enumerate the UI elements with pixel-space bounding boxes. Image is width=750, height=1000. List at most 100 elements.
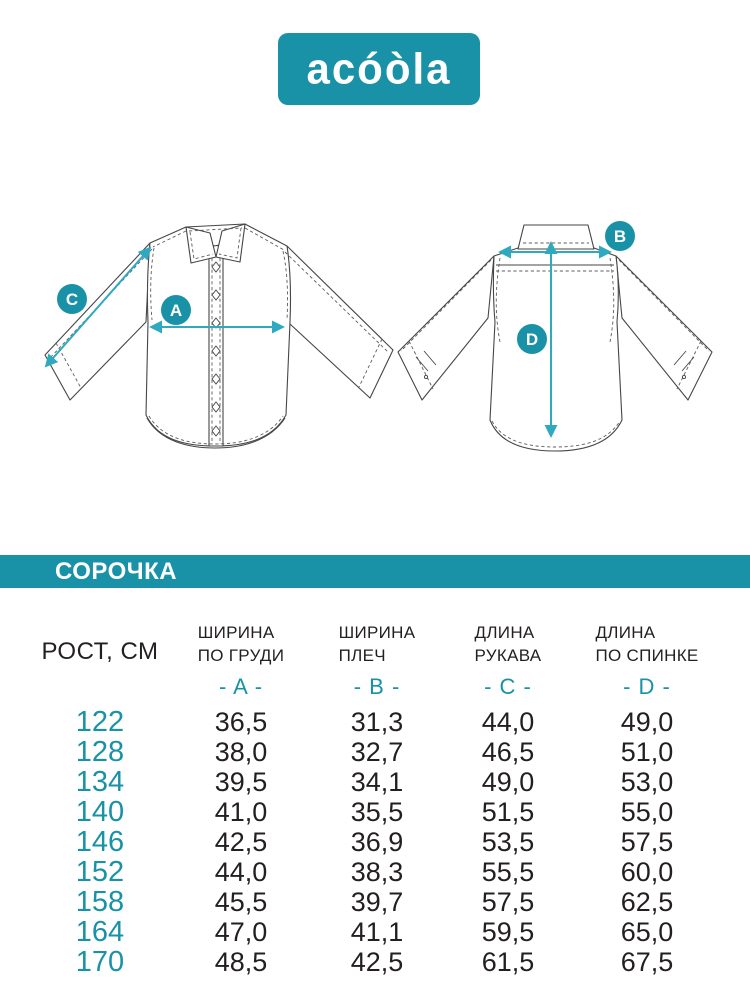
value-cell: 44,0 xyxy=(481,707,535,737)
stitch-line xyxy=(152,230,187,248)
letter-cell-d: - D - xyxy=(623,674,671,699)
value-cell: 32,7 xyxy=(350,737,404,767)
col-header-line2: ПО СПИНКЕ xyxy=(595,646,699,665)
cuff-button xyxy=(423,374,429,380)
cuff-pleat-mark xyxy=(423,350,437,366)
cuff-pleat-mark xyxy=(673,350,687,366)
height-cell: 140 xyxy=(75,796,125,828)
value-cell: 49,0 xyxy=(620,707,674,737)
measure-c-badge xyxy=(57,284,87,314)
letter-cell-c: - C - xyxy=(484,674,532,699)
col-header-chest-width: ШИРИНА ПО ГРУДИ xyxy=(170,621,312,667)
height-cell: 122 xyxy=(75,706,125,738)
value-cell: 61,5 xyxy=(481,947,535,977)
front-hem-line xyxy=(146,417,286,449)
value-cell: 57,5 xyxy=(481,887,535,917)
table-row: 152 44,0 38,3 55,5 60,0 xyxy=(30,857,720,887)
height-cell: 164 xyxy=(75,916,125,948)
measure-a-badge xyxy=(161,295,191,325)
value-cell: 65,0 xyxy=(620,917,674,947)
table-row: 170 48,5 42,5 61,5 67,5 xyxy=(30,947,720,977)
front-view-drawing xyxy=(44,223,394,449)
stitch-line xyxy=(676,340,702,390)
button xyxy=(211,425,221,437)
value-cell: 35,5 xyxy=(350,797,404,827)
col-header-text: ШИРИНА ПЛЕЧ xyxy=(339,621,416,667)
col-header-shoulder-width: ШИРИНА ПЛЕЧ xyxy=(312,621,442,667)
measure-c-label: C xyxy=(66,290,78,309)
value-cell: 34,1 xyxy=(350,767,404,797)
value-cell: 44,0 xyxy=(214,857,268,887)
measurement-arrows xyxy=(44,241,612,438)
measure-d-label: D xyxy=(526,330,538,349)
stitch-line xyxy=(244,227,285,251)
table-row: 134 39,5 34,1 49,0 53,0 xyxy=(30,767,720,797)
height-cell: 134 xyxy=(75,766,125,798)
section-banner: СОРОЧКА xyxy=(0,555,750,588)
back-stitching xyxy=(400,242,710,448)
back-left-sleeve xyxy=(397,255,495,401)
value-cell: 46,5 xyxy=(481,737,535,767)
col-header-line1: ДЛИНА xyxy=(595,623,656,642)
value-cell: 57,5 xyxy=(620,827,674,857)
letter-cell-b: - B - xyxy=(353,674,401,699)
col-header-line2: ПЛЕЧ xyxy=(338,646,386,665)
value-cell: 47,0 xyxy=(214,917,268,947)
button xyxy=(211,373,221,385)
measure-d-badge xyxy=(517,324,547,354)
value-cell: 36,9 xyxy=(350,827,404,857)
value-cell: 42,5 xyxy=(214,827,268,857)
stitch-line xyxy=(188,227,243,232)
button xyxy=(211,261,221,273)
height-cell: 158 xyxy=(75,886,125,918)
table-row: 140 41,0 35,5 51,5 55,0 xyxy=(30,797,720,827)
stitch-line xyxy=(284,251,389,353)
value-cell: 36,5 xyxy=(214,707,268,737)
section-title: СОРОЧКА xyxy=(55,557,178,585)
size-table-body: 122 36,5 31,3 44,0 49,0 128 38,0 32,7 46… xyxy=(30,707,720,977)
value-cell: 51,0 xyxy=(620,737,674,767)
col-header-text: ШИРИНА ПО ГРУДИ xyxy=(198,621,285,667)
value-cell: 39,5 xyxy=(214,767,268,797)
button xyxy=(211,401,221,413)
back-body xyxy=(489,247,623,452)
stitch-line xyxy=(218,227,242,259)
table-header-row: РОСТ, СМ ШИРИНА ПО ГРУДИ ШИРИНА ПЛЕЧ ДЛИ… xyxy=(30,621,720,667)
height-cell: 146 xyxy=(75,826,125,858)
measure-b-label: B xyxy=(614,227,626,246)
stitch-line xyxy=(495,257,501,343)
value-cell: 31,3 xyxy=(350,707,404,737)
col-header-line2: РУКАВА xyxy=(474,646,542,665)
table-row: 122 36,5 31,3 44,0 49,0 xyxy=(30,707,720,737)
value-cell: 49,0 xyxy=(481,767,535,797)
stitch-line xyxy=(400,259,492,352)
value-cell: 45,5 xyxy=(214,887,268,917)
cuff-button xyxy=(681,374,687,380)
table-row: 158 45,5 39,7 57,5 62,5 xyxy=(30,887,720,917)
height-cell: 152 xyxy=(75,856,125,888)
stitch-line xyxy=(358,338,383,388)
value-cell: 48,5 xyxy=(214,947,268,977)
col-header-text: ДЛИНА РУКАВА xyxy=(475,621,542,667)
col-header-line1: ШИРИНА xyxy=(197,623,275,642)
value-cell: 62,5 xyxy=(620,887,674,917)
col-header-height: РОСТ, СМ xyxy=(41,638,159,665)
measure-b-badge xyxy=(605,221,635,251)
stitch-line xyxy=(408,340,434,390)
value-cell: 53,0 xyxy=(620,767,674,797)
value-cell: 60,0 xyxy=(620,857,674,887)
stitch-line xyxy=(491,420,621,448)
value-cell: 42,5 xyxy=(350,947,404,977)
button xyxy=(211,289,221,301)
stitch-line xyxy=(618,259,710,352)
measure-a-label: A xyxy=(170,301,182,320)
col-header-text: ДЛИНА ПО СПИНКЕ xyxy=(595,621,698,667)
value-cell: 39,7 xyxy=(350,887,404,917)
value-cell: 51,5 xyxy=(481,797,535,827)
table-row: 128 38,0 32,7 46,5 51,0 xyxy=(30,737,720,767)
value-cell: 55,5 xyxy=(481,857,535,887)
measure-c-arrow xyxy=(44,246,152,368)
height-cell: 170 xyxy=(75,946,125,978)
brand-logo: acóòla xyxy=(278,33,480,105)
brand-logo-text: acóòla xyxy=(306,44,452,93)
